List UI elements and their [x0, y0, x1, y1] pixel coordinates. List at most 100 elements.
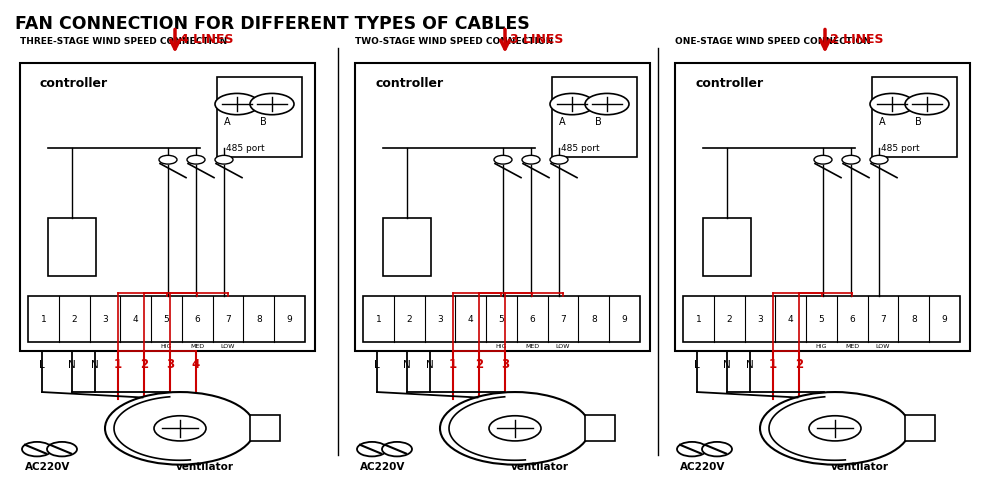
- Text: A: A: [879, 117, 885, 127]
- Text: 1: 1: [696, 315, 701, 324]
- Text: N: N: [91, 360, 99, 370]
- Text: LOW: LOW: [876, 344, 890, 349]
- Text: 1: 1: [41, 315, 46, 324]
- Text: controller: controller: [695, 77, 763, 91]
- Text: 1: 1: [114, 358, 122, 371]
- Bar: [683, 296, 960, 342]
- Text: A: A: [559, 117, 565, 127]
- Circle shape: [440, 392, 590, 465]
- Text: ONE-STAGE WIND SPEED CONNECTION: ONE-STAGE WIND SPEED CONNECTION: [675, 37, 871, 46]
- Text: ventilator: ventilator: [511, 462, 569, 472]
- Circle shape: [47, 442, 77, 456]
- Text: FAN CONNECTION FOR DIFFERENT TYPES OF CABLES: FAN CONNECTION FOR DIFFERENT TYPES OF CA…: [15, 15, 530, 32]
- Text: 4: 4: [133, 315, 139, 324]
- Text: 9: 9: [287, 315, 292, 324]
- Text: 4: 4: [468, 315, 474, 324]
- Text: 5: 5: [819, 315, 824, 324]
- Bar: [585, 416, 593, 440]
- Circle shape: [702, 442, 732, 456]
- Circle shape: [159, 155, 177, 164]
- Text: MED: MED: [525, 344, 539, 349]
- Text: 8: 8: [911, 315, 917, 324]
- Text: THREE-STAGE WIND SPEED CONNECTION: THREE-STAGE WIND SPEED CONNECTION: [20, 37, 227, 46]
- Text: 7: 7: [225, 315, 231, 324]
- Circle shape: [382, 442, 412, 456]
- Bar: [250, 416, 258, 440]
- Circle shape: [215, 155, 233, 164]
- Text: 1: 1: [376, 315, 381, 324]
- Text: controller: controller: [375, 77, 443, 91]
- Circle shape: [870, 93, 914, 115]
- Text: N: N: [746, 360, 754, 370]
- Circle shape: [187, 155, 205, 164]
- Text: B: B: [595, 117, 601, 127]
- Circle shape: [905, 93, 949, 115]
- Text: 5: 5: [499, 315, 504, 324]
- Bar: [585, 415, 615, 441]
- Text: 4: 4: [788, 315, 794, 324]
- Circle shape: [22, 442, 52, 456]
- Text: 3 LINES: 3 LINES: [510, 33, 563, 46]
- Text: N: N: [426, 360, 434, 370]
- Circle shape: [677, 442, 707, 456]
- Text: HIG: HIG: [496, 344, 507, 349]
- Text: N: N: [68, 360, 76, 370]
- Text: TWO-STAGE WIND SPEED CONNECTION: TWO-STAGE WIND SPEED CONNECTION: [355, 37, 553, 46]
- Bar: [48, 218, 96, 276]
- Text: 2 LINES: 2 LINES: [830, 33, 884, 46]
- Bar: [28, 296, 305, 342]
- Text: HIG: HIG: [161, 344, 172, 349]
- Text: N: N: [723, 360, 731, 370]
- Text: 2: 2: [140, 358, 148, 371]
- Circle shape: [494, 155, 512, 164]
- Bar: [703, 218, 751, 276]
- Text: LOW: LOW: [221, 344, 235, 349]
- Bar: [355, 63, 650, 351]
- Text: 3: 3: [501, 358, 509, 371]
- Text: MED: MED: [190, 344, 204, 349]
- Bar: [905, 416, 913, 440]
- Circle shape: [760, 392, 910, 465]
- Text: 485 port: 485 port: [561, 144, 599, 153]
- Text: AC220V: AC220V: [680, 462, 726, 472]
- Circle shape: [522, 155, 540, 164]
- Text: L: L: [39, 360, 45, 370]
- Circle shape: [842, 155, 860, 164]
- Bar: [905, 415, 935, 441]
- Text: B: B: [260, 117, 266, 127]
- Text: LOW: LOW: [556, 344, 570, 349]
- Text: ventilator: ventilator: [176, 462, 234, 472]
- Text: 9: 9: [622, 315, 627, 324]
- Text: 3: 3: [166, 358, 174, 371]
- Text: 5: 5: [164, 315, 169, 324]
- Text: 6: 6: [849, 315, 855, 324]
- Text: 6: 6: [194, 315, 200, 324]
- Text: 2: 2: [726, 315, 732, 324]
- Bar: [872, 77, 957, 157]
- Text: N: N: [403, 360, 411, 370]
- Circle shape: [814, 155, 832, 164]
- Text: 4 LINES: 4 LINES: [180, 33, 234, 46]
- Text: 7: 7: [560, 315, 566, 324]
- Circle shape: [357, 442, 387, 456]
- Text: 2: 2: [795, 358, 803, 371]
- Text: 9: 9: [942, 315, 947, 324]
- Bar: [250, 415, 280, 441]
- Circle shape: [870, 155, 888, 164]
- Text: 485 port: 485 port: [226, 144, 264, 153]
- Text: 3: 3: [437, 315, 443, 324]
- Text: 2: 2: [406, 315, 412, 324]
- Text: 1: 1: [769, 358, 777, 371]
- Bar: [675, 63, 970, 351]
- Text: A: A: [224, 117, 230, 127]
- Text: 485 port: 485 port: [881, 144, 919, 153]
- Bar: [363, 296, 640, 342]
- Text: L: L: [374, 360, 380, 370]
- Circle shape: [250, 93, 294, 115]
- Circle shape: [585, 93, 629, 115]
- Bar: [552, 77, 637, 157]
- Text: 8: 8: [256, 315, 262, 324]
- Bar: [217, 77, 302, 157]
- Circle shape: [550, 93, 594, 115]
- Text: MED: MED: [845, 344, 859, 349]
